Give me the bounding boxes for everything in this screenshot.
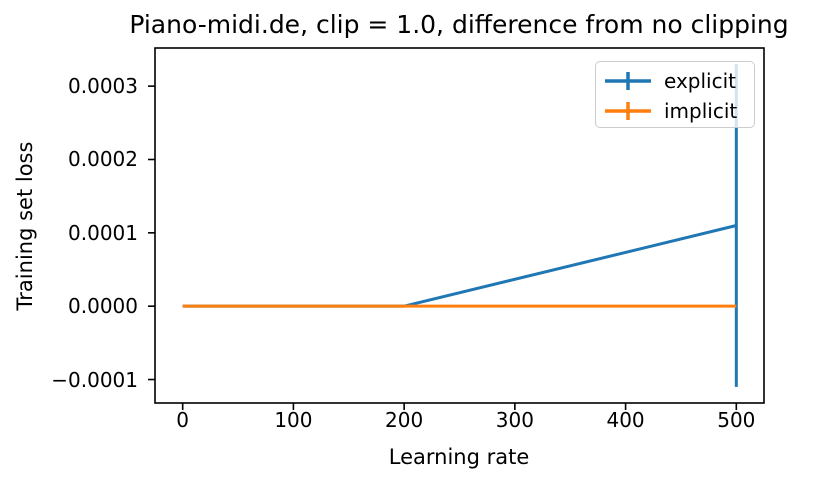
errorbar-handle-icon [605,72,651,90]
x-tick-label: 400 [606,408,645,432]
x-tick-label: 0 [176,408,190,432]
axes-frame [154,47,765,404]
y-tick-label: 0.0000 [68,294,138,319]
y-tick-label: −0.0001 [51,367,138,392]
legend-label-explicit: explicit [664,69,736,93]
legend-label-implicit: implicit [664,99,738,123]
x-tick-label: 100 [274,408,313,432]
series-line-explicit [182,224,737,308]
x-tick-label: 500 [717,408,756,432]
y-tick-label: 0.0002 [68,147,138,172]
x-axis-label: Learning rate [388,445,530,469]
axes-frame-group [148,47,765,410]
x-tick-label: 300 [495,408,534,432]
x-tick-label: 200 [385,408,424,432]
legend-entry-implicit: implicit [604,96,746,126]
errorbar-handle-icon [605,102,651,120]
y-tick-label: 0.0003 [68,74,138,99]
y-tick-label: 0.0001 [68,220,138,245]
legend-entry-explicit: explicit [604,66,746,96]
chart-title: Piano-midi.de, clip = 1.0, difference fr… [129,10,789,39]
legend: explicit implicit [595,61,755,128]
